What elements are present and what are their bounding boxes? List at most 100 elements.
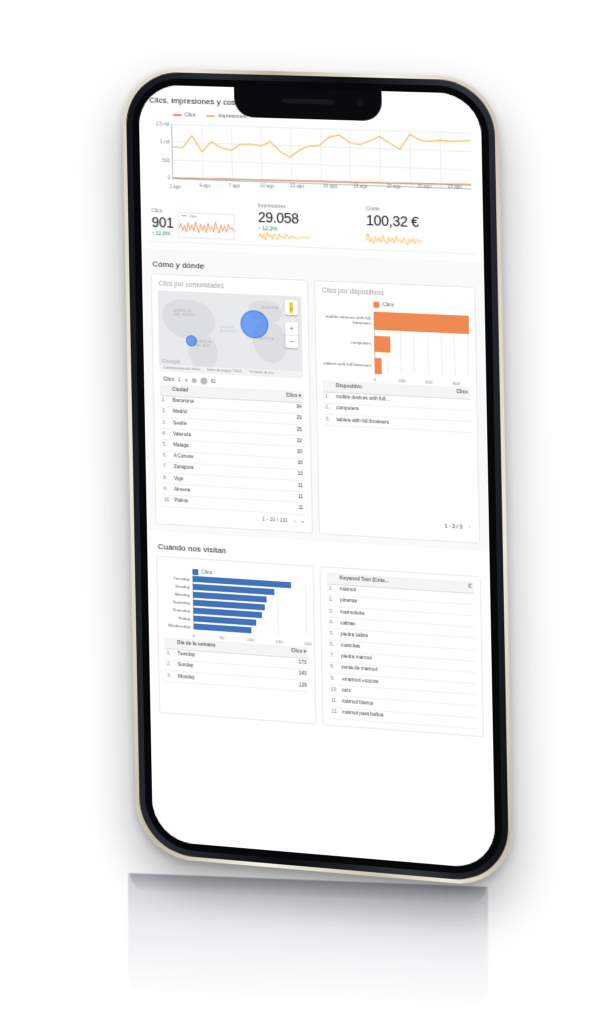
card-clics-por-comunidades[interactable]: Clics por comunidades AMÉRICA DEL NORTE A… — [150, 272, 313, 534]
front-camera-icon — [356, 99, 364, 107]
sort-desc-icon: ▾ — [298, 393, 302, 400]
map-label-africa: ÁFRICA — [259, 336, 274, 341]
bar-label-monday: Monday — [174, 591, 190, 598]
row-index: 6. — [327, 639, 340, 652]
trend-up-icon: ↑ — [151, 230, 155, 237]
scorecard-coste[interactable]: Coste 100,32 € — [366, 206, 473, 249]
legend-swatch-clics-device — [373, 301, 380, 308]
x-tick-8: 25 ago — [417, 183, 432, 190]
x-tick-50: 50 — [219, 634, 225, 640]
bar-label-saturday: Saturday — [172, 598, 191, 605]
col-index — [326, 572, 338, 585]
x-tick-1: 4 ago — [199, 183, 211, 189]
zoom-out-icon[interactable]: − — [285, 334, 299, 348]
scorecard-impresiones[interactable]: Impresiones 29.058 ↑ 12,2% — [258, 203, 363, 245]
row-index: 12. — [329, 706, 341, 719]
x-tick-6: 19 ago — [353, 183, 368, 190]
row-index: 2. — [323, 402, 335, 415]
y-tick-1000: 1 mil — [160, 139, 170, 145]
phone-notch — [234, 86, 382, 122]
zoom-in-icon[interactable]: + — [289, 323, 294, 333]
scorecard-clics-delta-value: 11,0% — [155, 230, 171, 238]
x-tick-600: 600 — [452, 380, 461, 386]
earpiece-speaker-icon — [281, 98, 334, 105]
next-page-icon[interactable]: › — [301, 518, 304, 525]
row-index: 10. — [328, 684, 340, 697]
table-keywords-body: 1. mármol 2. pizarras 3. marmoleria 4. caliz… — [326, 583, 477, 729]
row-index: 3. — [327, 605, 339, 618]
bar-computers — [374, 335, 391, 353]
geo-map[interactable]: AMÉRICA DEL NORTE AMÉRICA DEL SUR EUROPA Á… — [157, 290, 303, 379]
card-keyword-text[interactable]: Keyword Text (Crite... C 1. mármol 2. piza… — [319, 565, 484, 738]
prev-page-icon[interactable]: ‹ — [293, 518, 296, 525]
card-dia-de-la-semana[interactable]: Clics — [156, 555, 317, 725]
row-index: 5. — [160, 439, 172, 452]
table-cities[interactable]: Ciudad Clics ▾ 1. Barcelona 34 — [159, 383, 306, 515]
map-label-europe: EUROPA — [261, 305, 278, 311]
table-cities-body: 1. Barcelona 34 2. Madrid 29 3. Seville 25 4. V… — [159, 395, 306, 515]
x-tick-3: 10 ago — [260, 183, 275, 189]
x-tick-4: 13 ago — [290, 183, 305, 189]
phone-screen: Clics, impresiones y coste Clics Impresi… — [138, 84, 496, 870]
card-clics-por-dispositivos[interactable]: Clics por dispositivos Clics — [313, 279, 481, 544]
row-index: 1. — [159, 395, 171, 407]
x-tick-100: 100 — [246, 636, 255, 643]
map-attrib-terms[interactable]: Términos de uso — [248, 370, 274, 376]
x-tick-2: 7 ago — [228, 183, 241, 189]
row-index: 9. — [328, 673, 340, 686]
bar-label-tablets: tablets with full browsers — [323, 360, 372, 368]
bar-chart-dia-semana[interactable]: Tuesday Sunday Monday — [163, 574, 312, 647]
table-keywords[interactable]: Keyword Text (Crite... C 1. mármol 2. piza… — [326, 572, 477, 729]
legend-dot-medium — [191, 377, 197, 383]
row-index: 8. — [161, 472, 173, 485]
row-index: 1. — [326, 583, 338, 596]
bar-label-wednesday: Wednesday — [167, 622, 191, 629]
x-tick-200: 200 — [398, 377, 406, 384]
row-index: 3. — [160, 417, 172, 430]
scorecard-clics-delta: ↑ 11,0% — [152, 231, 174, 238]
map-bubble-secondary[interactable] — [185, 334, 197, 347]
x-tick-0: 0 — [192, 632, 195, 638]
map-attrib-data: Datos de mapas ©2021 — [206, 367, 243, 374]
row-index: 6. — [160, 450, 172, 463]
bar-label-thursday: Thursday — [172, 606, 191, 613]
x-tick-9: 28 ago — [447, 183, 463, 190]
col-index — [164, 636, 176, 649]
y-tick-500: 500 — [162, 158, 170, 164]
section-cuando-nos-visitan: Cuándo nos visitan Clics — [147, 530, 493, 745]
legend-label-clics-device: Clics — [382, 301, 394, 309]
scorecard-clics-sparkline: Clics — [178, 211, 235, 240]
map-legend-min: 1 — [177, 376, 181, 383]
line-chart-clics-impresiones[interactable]: 1,5 mil 1 mil 500 0 — [148, 119, 474, 204]
row-index: 10. — [161, 494, 173, 507]
dashboard-page[interactable]: Clics, impresiones y coste Clics Impresi… — [138, 84, 496, 870]
row-index: 2. — [326, 594, 339, 607]
scorecard-clics[interactable]: Clics 901 ↑ 11,0% Clics — [151, 208, 254, 241]
map-legend-max: 62 — [210, 378, 216, 384]
legend-dot-small — [184, 378, 188, 382]
prev-page-icon[interactable]: ‹ — [468, 524, 471, 531]
row-index: 4. — [160, 428, 172, 441]
line-chart-svg — [172, 124, 471, 189]
row-index: 8. — [328, 661, 340, 674]
legend-swatch-clics-weekday — [192, 568, 199, 575]
cards-row-geo-device: Clics por comunidades AMÉRICA DEL NORTE A… — [150, 272, 481, 544]
legend-item-impresiones: Impresiones — [206, 113, 246, 120]
scorecard-clics-value: 901 — [151, 213, 174, 231]
sparkline-svg-clics — [179, 218, 234, 239]
legend-swatch-impresiones — [206, 115, 216, 118]
row-index: 5. — [327, 628, 339, 641]
bar-label-tuesday: Tuesday — [173, 575, 190, 582]
row-index: 11. — [328, 695, 341, 708]
section-como-y-donde: Cómo y dónde Clics por comunidades AMÉRI… — [141, 247, 490, 552]
legend-swatch-clics — [172, 114, 182, 117]
x-tick-7: 22 ago — [386, 183, 401, 190]
map-legend-metric: Clics — [163, 376, 175, 382]
row-index: 2. — [164, 659, 176, 672]
map-zoom-controls[interactable]: + − — [284, 321, 299, 348]
map-attrib-keyboard[interactable]: Combinaciones de teclas — [163, 365, 201, 372]
street-view-pegman-icon[interactable] — [284, 299, 298, 316]
row-index: 4. — [327, 617, 339, 630]
row-index: 9. — [161, 483, 173, 496]
bar-chart-dispositivos[interactable]: mobile devices with full browsers compute… — [321, 308, 470, 387]
